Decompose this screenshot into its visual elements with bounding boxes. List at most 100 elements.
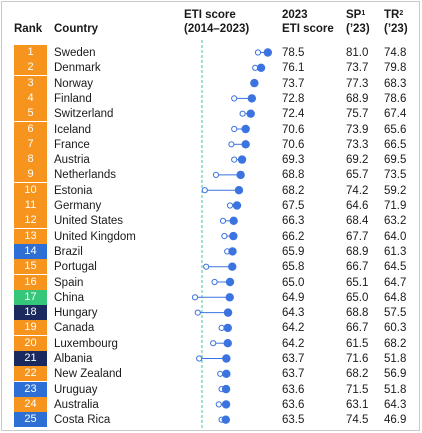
tr-score: 59.2 (384, 184, 407, 197)
tr-score: 60.3 (384, 322, 407, 335)
country-name: Austria (54, 154, 90, 167)
country-name: Denmark (54, 62, 101, 75)
table-row: 12 United States 66.3 68.4 63.2 (0, 213, 422, 229)
rank-badge: 22 (14, 366, 47, 382)
header-tr: TR2 (’23) (384, 8, 408, 36)
rank-badge: 4 (14, 90, 47, 106)
rank-badge: 19 (14, 320, 47, 336)
header-eti-range: ETI score (2014–2023) (184, 8, 249, 36)
tr-score: 56.9 (384, 368, 407, 381)
header-eti-2023-line1: 2023 (282, 9, 308, 21)
tr-score: 64.8 (384, 291, 407, 304)
table-row: 23 Uruguay 63.6 71.5 51.8 (0, 381, 422, 398)
sp-score: 77.3 (346, 77, 369, 90)
tr-score: 46.9 (384, 414, 407, 427)
eti-2023-score: 64.3 (282, 307, 305, 320)
table-row: 13 United Kingdom 66.2 67.7 64.0 (0, 228, 422, 245)
rank-badge: 8 (14, 152, 47, 168)
header-eti-2023-line2: ETI score (282, 23, 334, 35)
header-eti-2023: 2023 ETI score (282, 8, 334, 36)
sp-score: 65.7 (346, 169, 369, 182)
table-row: 24 Australia 63.6 63.1 64.3 (0, 396, 422, 413)
sp-score: 81.0 (346, 47, 369, 59)
sp-score: 65.0 (346, 291, 369, 304)
country-name: Germany (54, 200, 102, 212)
country-name: Australia (54, 398, 99, 411)
tr-score: 51.8 (384, 383, 407, 396)
table-row: 8 Austria 69.3 69.2 69.5 (0, 152, 422, 168)
sp-score: 66.7 (346, 261, 369, 274)
sp-score: 69.2 (346, 154, 369, 167)
eti-2023-score: 63.6 (282, 398, 305, 411)
country-name: Finland (54, 92, 92, 105)
country-name: United Kingdom (54, 230, 136, 243)
eti-2023-score: 72.4 (282, 108, 305, 121)
header-country: Country (54, 23, 99, 35)
rank-badge: 12 (14, 213, 47, 229)
header-sp-year: (’23) (346, 23, 370, 35)
table-row: 15 Portugal 65.8 66.7 64.5 (0, 259, 422, 275)
country-name: Switzerland (54, 108, 114, 121)
rank-badge: 16 (14, 274, 47, 290)
sp-score: 63.1 (346, 398, 369, 411)
country-name: Spain (54, 276, 84, 289)
country-name: Costa Rica (54, 414, 111, 427)
tr-score: 78.6 (384, 92, 407, 105)
eti-2023-score: 63.7 (282, 353, 305, 365)
rank-badge: 15 (14, 259, 47, 275)
eti-2023-score: 72.8 (282, 92, 305, 105)
tr-score: 68.2 (384, 337, 407, 350)
country-name: Canada (54, 322, 95, 335)
tr-score: 64.7 (384, 276, 407, 289)
rank-badge: 13 (14, 228, 47, 244)
tr-score: 51.8 (384, 353, 407, 365)
rank-badge: 20 (14, 335, 47, 351)
header-eti-range-line2: (2014–2023) (184, 23, 250, 35)
country-name: Luxembourg (54, 337, 118, 350)
sp-score: 71.5 (346, 383, 369, 396)
eti-2023-score: 67.5 (282, 200, 305, 212)
table-row: 11 Germany 67.5 64.6 71.9 (0, 198, 422, 214)
table-row: 7 France 70.6 73.3 66.5 (0, 136, 422, 153)
table-row: 2 Denmark 76.1 73.7 79.8 (0, 60, 422, 76)
country-name: China (54, 291, 85, 304)
tr-score: 65.6 (384, 123, 407, 136)
sp-score: 75.7 (346, 108, 369, 121)
tr-score: 74.8 (384, 47, 407, 59)
sp-score: 68.4 (346, 215, 369, 228)
header-sp-sup: 1 (361, 10, 366, 17)
eti-2023-score: 70.6 (282, 138, 305, 151)
header-rank: Rank (14, 23, 43, 35)
eti-2023-score: 64.2 (282, 322, 305, 335)
rank-badge: 2 (14, 60, 47, 76)
eti-2023-score: 78.5 (282, 47, 305, 59)
sp-score: 74.5 (346, 414, 369, 427)
rank-badge: 1 (14, 45, 47, 60)
tr-score: 61.3 (384, 245, 407, 258)
eti-2023-score: 64.2 (282, 337, 305, 350)
country-name: Uruguay (54, 383, 98, 396)
country-name: Iceland (54, 123, 92, 136)
country-name: Hungary (54, 307, 98, 320)
table-row: 17 China 64.9 65.0 64.8 (0, 289, 422, 306)
sp-score: 61.5 (346, 337, 369, 350)
country-name: New Zealand (54, 368, 122, 381)
table-row: 4 Finland 72.8 68.9 78.6 (0, 90, 422, 107)
header-sp: SP1 (’23) (346, 8, 370, 36)
rank-badge: 18 (14, 305, 47, 321)
table-row: 9 Netherlands 68.8 65.7 73.5 (0, 167, 422, 183)
tr-score: 73.5 (384, 169, 407, 182)
country-name: Norway (54, 77, 93, 90)
sp-score: 67.7 (346, 230, 369, 243)
sp-score: 68.2 (346, 368, 369, 381)
table-row: 10 Estonia 68.2 74.2 59.2 (0, 182, 422, 199)
country-name: Estonia (54, 184, 93, 197)
eti-2023-score: 65.8 (282, 261, 305, 274)
eti-2023-score: 65.9 (282, 245, 305, 258)
table-row: 21 Albania 63.7 71.6 51.8 (0, 351, 422, 367)
header-tr-year: (’23) (384, 23, 408, 35)
rank-badge: 24 (14, 396, 47, 412)
tr-score: 68.3 (384, 77, 407, 90)
eti-2023-score: 76.1 (282, 62, 305, 75)
rank-badge: 11 (14, 198, 47, 213)
